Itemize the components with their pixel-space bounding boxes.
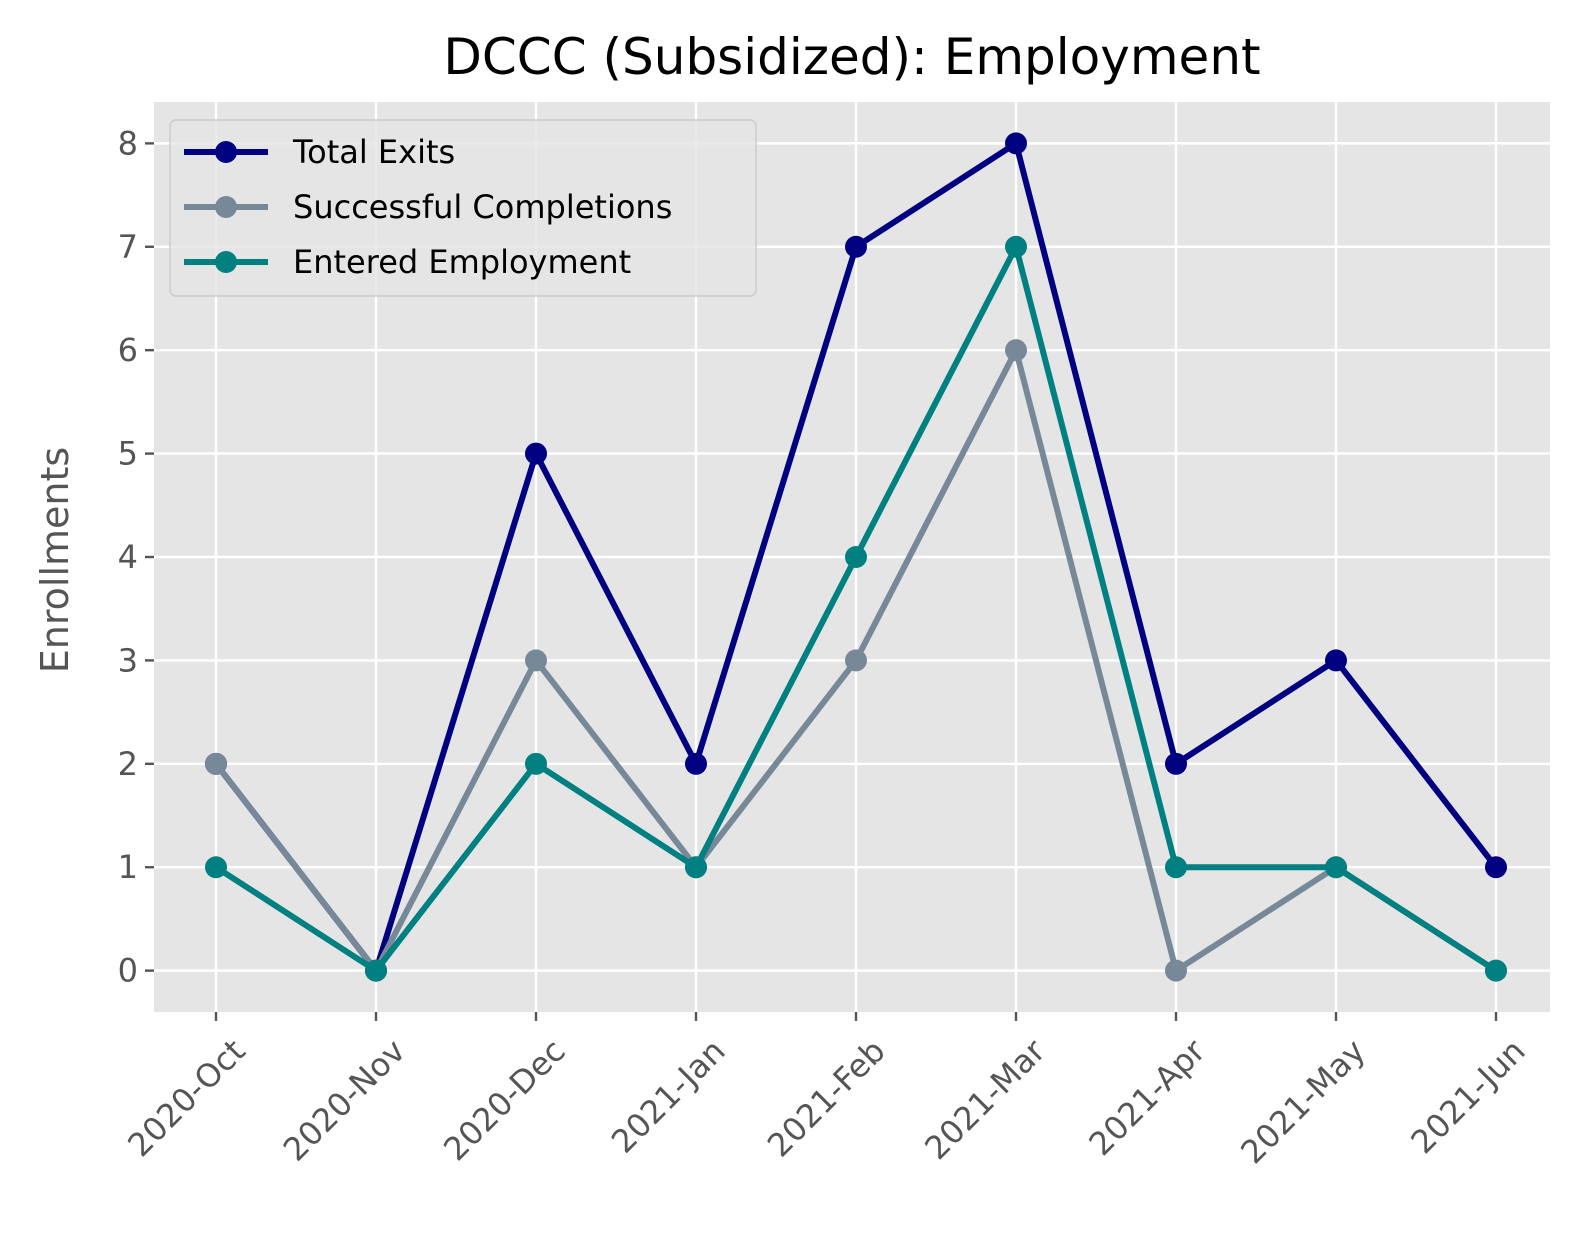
y-tick-label: 8: [118, 124, 138, 162]
legend-entry: Successful Completions: [184, 188, 672, 226]
y-tick-label: 0: [118, 952, 138, 990]
legend-label: Total Exits: [292, 133, 455, 171]
data-point: [365, 959, 387, 982]
x-tick-label: 2020-Dec: [436, 1032, 572, 1168]
legend-marker: [215, 141, 237, 163]
series-group: [205, 132, 1507, 982]
data-point: [1005, 339, 1027, 362]
legend-entry: Entered Employment: [184, 243, 631, 281]
data-point: [845, 546, 867, 568]
data-point: [1005, 132, 1027, 155]
y-tick-label: 2: [118, 745, 138, 783]
data-point: [1485, 856, 1507, 879]
y-tick-label: 3: [118, 641, 138, 679]
legend-box: [169, 119, 757, 297]
y-axis-ticks: 0 1 2 3 4 5 6 7 8: [118, 124, 154, 990]
data-point: [1165, 959, 1187, 982]
legend-marker: [215, 196, 237, 218]
legend-marker: [215, 251, 237, 273]
x-tick-label: 2021-Apr: [1081, 1031, 1213, 1163]
x-tick-label: 2021-Jan: [604, 1032, 733, 1161]
series-2: [205, 235, 1507, 982]
x-axis-ticks: 2020-Oct 2020-Nov 2020-Dec 2021-Jan 2021-Feb…: [120, 1012, 1533, 1171]
y-tick-label: 7: [118, 228, 138, 266]
legend-label: Entered Employment: [293, 243, 631, 281]
data-point: [685, 752, 707, 775]
data-point: [1485, 959, 1507, 982]
x-tick-label: 2020-Nov: [276, 1032, 413, 1169]
legend-entry: Total Exits: [184, 133, 455, 171]
y-tick-label: 4: [118, 538, 138, 576]
y-axis-label: Enrollments: [33, 447, 77, 673]
chart-title: DCCC (Subsidized): Employment: [443, 28, 1260, 86]
data-point: [1005, 235, 1027, 258]
x-tick-label: 2021-Feb: [760, 1032, 893, 1165]
y-tick-label: 1: [118, 848, 138, 886]
legend-label: Successful Completions: [293, 188, 672, 226]
data-point: [845, 649, 867, 672]
data-point: [1165, 752, 1187, 775]
x-tick-label: 2021-Jun: [1403, 1032, 1532, 1161]
data-point: [205, 856, 227, 879]
data-point: [685, 856, 707, 879]
x-tick-label: 2021-Mar: [917, 1031, 1053, 1167]
data-point: [1325, 649, 1347, 672]
data-point: [205, 752, 227, 775]
legend: Total Exits Successful Completions Entered…: [169, 119, 757, 297]
data-point: [525, 752, 547, 775]
x-tick-label: 2021-May: [1233, 1032, 1372, 1171]
data-point: [525, 442, 547, 465]
data-point: [1165, 856, 1187, 879]
data-point: [845, 235, 867, 258]
x-tick-label: 2020-Oct: [120, 1032, 252, 1164]
y-tick-label: 6: [118, 331, 138, 369]
y-tick-label: 5: [118, 435, 138, 473]
data-point: [1325, 856, 1347, 879]
data-point: [525, 649, 547, 672]
